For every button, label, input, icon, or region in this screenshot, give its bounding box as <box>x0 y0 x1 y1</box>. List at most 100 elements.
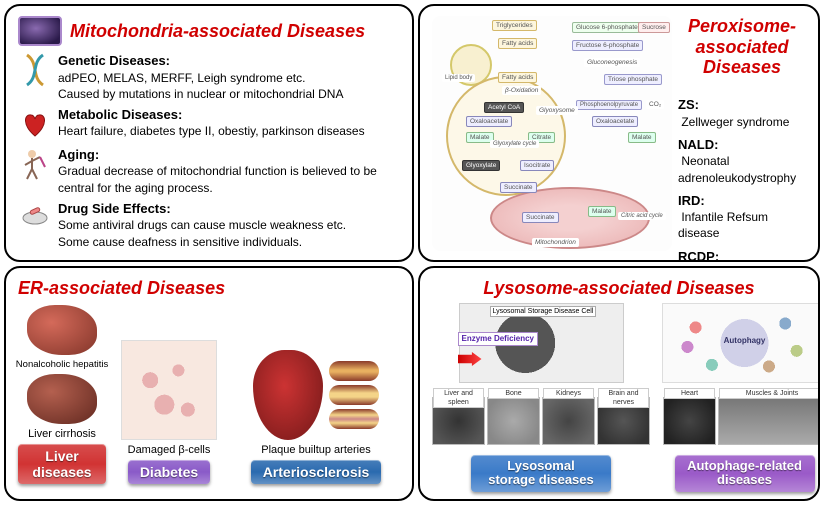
mini-brain-label: Brain and nerves <box>598 388 649 408</box>
drug-icon <box>18 200 52 236</box>
enzyme-label: Enzyme Deficiency <box>458 332 538 346</box>
lbl-malate3: Malate <box>588 206 616 217</box>
genetic-heading: Genetic Diseases: <box>58 53 170 68</box>
lbl-glyoxysome: Glyoxysome <box>536 106 578 115</box>
lbl-co2: CO₂ <box>646 100 664 109</box>
liver2-caption: Liver cirrhosis <box>28 428 96 440</box>
mini-muscle-label: Muscles & Joints <box>719 388 820 399</box>
panel3-title: ER-associated Diseases <box>18 278 400 299</box>
drug-heading: Drug Side Effects: <box>58 201 171 216</box>
ird-full: Infantile Refsum disease <box>678 210 768 240</box>
mitochondria-panel: Mitochondria-associated Diseases Genetic… <box>4 4 414 262</box>
lysosome-cell-icon: Lysosomal Storage Disease Cell Enzyme De… <box>459 303 624 383</box>
lbl-cac: Citric acid cycle <box>618 212 666 220</box>
mini-muscle-icon: Muscles & Joints <box>718 397 820 445</box>
artery-stack <box>329 357 379 433</box>
autophagy-wheel-icon: Autophagy <box>662 303 820 383</box>
lbl-malate2: Malate <box>628 132 656 143</box>
lbl-acoa: Acetyl CoA <box>484 102 524 113</box>
aging-text: Aging: Gradual decrease of mitochondrial… <box>58 146 400 196</box>
artery-icon <box>329 385 379 405</box>
mini-bone-icon: Bone <box>487 397 540 445</box>
rcdp-abbrev: RCDP: <box>678 249 719 262</box>
lbl-glyoxylate: Glyoxylate <box>462 160 500 171</box>
autophage-tag-text: Autophage-related diseases <box>687 458 802 487</box>
liver1-icon <box>27 305 97 355</box>
zs-item: ZS: Zellweger syndrome <box>678 96 806 130</box>
nald-full: Neonatal adrenoleukodystrophy <box>678 154 796 184</box>
mini-brain-icon: Brain and nerves <box>597 397 650 445</box>
mini-row-left: Liver and spleen Bone Kidneys Brain and … <box>432 397 650 445</box>
mini-kidney-label: Kidneys <box>543 388 594 399</box>
lbl-succ3: Succinate <box>522 212 559 223</box>
enzyme-arrow-icon <box>458 352 482 366</box>
heart-organ-icon <box>253 350 323 440</box>
panel2-title: Peroxisome-associated Diseases <box>678 16 806 78</box>
mini-liver-icon: Liver and spleen <box>432 397 485 445</box>
rcdp-item: RCDP: Rhizomelic chondrodysplasia puncta… <box>678 248 806 262</box>
mini-bone-label: Bone <box>488 388 539 399</box>
ird-item: IRD: Infantile Refsum disease <box>678 192 806 242</box>
er-panel: ER-associated Diseases Nonalcoholic hepa… <box>4 266 414 501</box>
lbl-trig: Triglycerides <box>492 20 537 31</box>
arterio-tag: Arteriosclerosis <box>251 460 382 484</box>
lys-top-label: Lysosomal Storage Disease Cell <box>490 306 597 317</box>
lbl-succ2: Succinate <box>500 182 537 193</box>
lbl-mito: Mitochondrion <box>532 238 579 247</box>
mini-kidney-icon: Kidneys <box>542 397 595 445</box>
mini-heart-icon: Heart <box>663 397 716 445</box>
peroxisome-panel: Triglycerides Fatty acids Lipid body Glu… <box>418 4 820 262</box>
lbl-lipid: Lipid body <box>442 74 475 82</box>
dna-icon <box>18 52 52 88</box>
lbl-fa1: Fatty acids <box>498 38 537 49</box>
lbl-isocitrate: Isocitrate <box>520 160 554 171</box>
peroxisome-pathway-diagram: Triglycerides Fatty acids Lipid body Glu… <box>432 16 672 251</box>
lbl-sucrose: Sucrose <box>638 22 670 33</box>
zs-abbrev: ZS: <box>678 97 699 112</box>
lbl-gluconeo: Gluconeogenesis <box>584 58 640 67</box>
lbl-g6p: Glucose 6-phosphate <box>572 22 642 33</box>
ird-abbrev: IRD: <box>678 193 705 208</box>
aging-body: Gradual decrease of mitochondrial functi… <box>58 164 377 194</box>
genetic-text: Genetic Diseases: adPEO, MELAS, MERFF, L… <box>58 52 343 102</box>
artery-caption: Plaque builtup arteries <box>261 444 370 456</box>
liver-tag: Liver diseases <box>18 444 106 484</box>
drug-body: Some antiviral drugs can cause muscle we… <box>58 218 346 248</box>
lbl-oxa2: Oxaloacetate <box>592 116 638 127</box>
mini-liver-label: Liver and spleen <box>433 388 484 408</box>
drug-text: Drug Side Effects: Some antiviral drugs … <box>58 200 346 250</box>
cells-caption: Damaged β-cells <box>128 444 211 456</box>
panel4-title: Lysosome-associated Diseases <box>432 278 806 299</box>
diabetes-tag: Diabetes <box>128 460 210 484</box>
lysosome-panel: Lysosome-associated Diseases Lysosomal S… <box>418 266 820 501</box>
aging-icon <box>18 146 52 182</box>
metabolic-heading: Metabolic Diseases: <box>58 107 182 122</box>
autophage-tag: Autophage-related diseases <box>675 455 815 492</box>
autophagy-label: Autophagy <box>663 336 820 345</box>
lbl-triosep: Triose phosphate <box>604 74 662 85</box>
panel1-title: Mitochondria-associated Diseases <box>70 21 365 42</box>
lbl-f6p: Fructose 6-phosphate <box>572 40 643 51</box>
zs-full: Zellweger syndrome <box>681 115 789 129</box>
artery-icon <box>329 361 379 381</box>
mini-row-right: Heart Muscles & Joints <box>663 397 820 445</box>
lys-storage-tag: Lysosomal storage diseases <box>471 455 611 492</box>
artery-icon <box>329 409 379 429</box>
nald-item: NALD: Neonatal adrenoleukodystrophy <box>678 136 806 186</box>
heart-icon <box>18 106 52 142</box>
aging-heading: Aging: <box>58 147 99 162</box>
lys-storage-tag-text: Lysosomal storage diseases <box>488 458 594 487</box>
liver2-icon <box>27 374 97 424</box>
mitochondria-thumb-icon <box>18 16 62 46</box>
nald-abbrev: NALD: <box>678 137 718 152</box>
lbl-boxid: β-Oxidation <box>502 86 541 95</box>
metabolic-body: Heart failure, diabetes type II, obestiy… <box>58 124 365 138</box>
lbl-fa2: Fatty acids <box>498 72 537 83</box>
lbl-oxa1: Oxaloacetate <box>466 116 512 127</box>
lbl-pep: Phosphoenolpyruvate <box>576 100 642 110</box>
beta-cells-icon <box>121 340 217 440</box>
mini-heart-label: Heart <box>664 388 715 399</box>
lbl-glyox-cycle: Glyoxylate cycle <box>490 140 539 148</box>
metabolic-text: Metabolic Diseases: Heart failure, diabe… <box>58 106 365 140</box>
genetic-body: adPEO, MELAS, MERFF, Leigh syndrome etc.… <box>58 71 343 101</box>
